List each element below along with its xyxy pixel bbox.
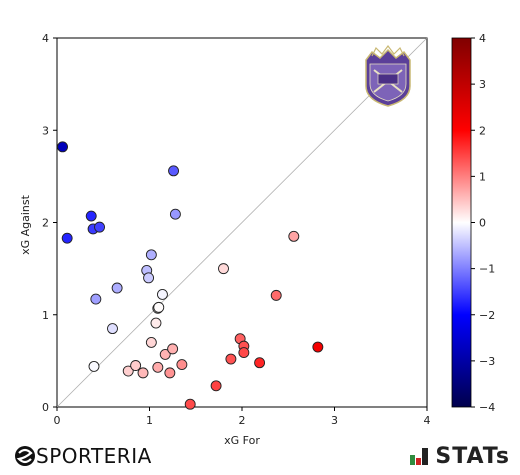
scatter-point (90, 293, 102, 305)
colorbar-tick-label: −4 (479, 401, 495, 414)
y-tick-label: 3 (42, 124, 49, 137)
sporteria-wordmark: SPORTERIA (36, 444, 152, 468)
stats-mark-icon (410, 448, 429, 465)
scatter-point (130, 360, 142, 371)
scatter-point (167, 343, 179, 355)
colorbar-tick-label: 0 (479, 217, 486, 230)
scatter-point (145, 249, 157, 261)
sporteria-logo: SPORTERIA (14, 443, 152, 469)
colorbar-tick-label: −1 (479, 263, 495, 276)
x-tick-label: 4 (424, 414, 431, 427)
x-tick-label: 3 (331, 414, 338, 427)
scatter-point (143, 272, 155, 284)
scatter-point (107, 323, 118, 335)
scatter-point (111, 282, 123, 294)
x-tick-label: 0 (54, 414, 61, 427)
colorbar-tick-label: 4 (479, 32, 486, 45)
scatter-points (57, 141, 324, 410)
y-axis-ticks: 0 1 2 3 4 (42, 32, 57, 414)
colorbar-tick-label: 3 (479, 78, 486, 91)
scatter-point (153, 301, 165, 313)
scatter-point (156, 289, 168, 300)
scatter-point (238, 347, 250, 359)
scatter-point (210, 380, 222, 392)
x-tick-label: 2 (239, 414, 246, 427)
scatter-point (270, 289, 282, 301)
scatter-point (225, 353, 237, 365)
scatter-point (254, 357, 266, 369)
scatter-point (150, 317, 162, 329)
stats-wordmark: STATs (435, 443, 510, 469)
scatter-point (122, 365, 134, 377)
y-tick-label: 4 (42, 32, 49, 45)
scatter-point (288, 230, 300, 242)
colorbar-ticks: −4 −3 −2 −1 0 1 2 3 4 (471, 32, 495, 414)
scatter-point (61, 232, 73, 244)
colorbar-tick-label: −3 (479, 355, 495, 368)
colorbar-tick-label: −2 (479, 309, 495, 322)
scatter-point (145, 336, 157, 348)
scatter-point (184, 398, 196, 410)
scatter-point (168, 165, 180, 177)
scatter-point (159, 348, 171, 360)
scatter-point (94, 221, 106, 233)
crest-icon (365, 45, 411, 107)
y-tick-label: 0 (42, 401, 49, 414)
scatter-point (137, 367, 149, 379)
reference-diagonal (56, 37, 428, 408)
scatter-point (176, 359, 188, 371)
y-tick-label: 2 (42, 217, 49, 230)
scatter-point (218, 263, 229, 275)
colorbar (451, 37, 472, 408)
scatter-point (164, 367, 176, 379)
colorbar-tick-label: 1 (479, 170, 486, 183)
colorbar-tick-label: 2 (479, 124, 486, 137)
scatter-point (85, 210, 97, 222)
scatter-point (88, 360, 100, 372)
scatter-point (312, 341, 324, 353)
y-tick-label: 1 (42, 309, 49, 322)
scatter-point (169, 208, 181, 220)
scatter-point (152, 361, 164, 373)
scatter-point (57, 141, 68, 153)
x-axis-ticks: 0 1 2 3 4 (54, 407, 431, 427)
sporteria-mark-icon (15, 446, 35, 466)
stats-logo: STATs (409, 443, 510, 469)
x-axis-label: xG For (224, 434, 260, 447)
x-tick-label: 1 (146, 414, 153, 427)
y-axis-label: xG Against (19, 194, 32, 255)
